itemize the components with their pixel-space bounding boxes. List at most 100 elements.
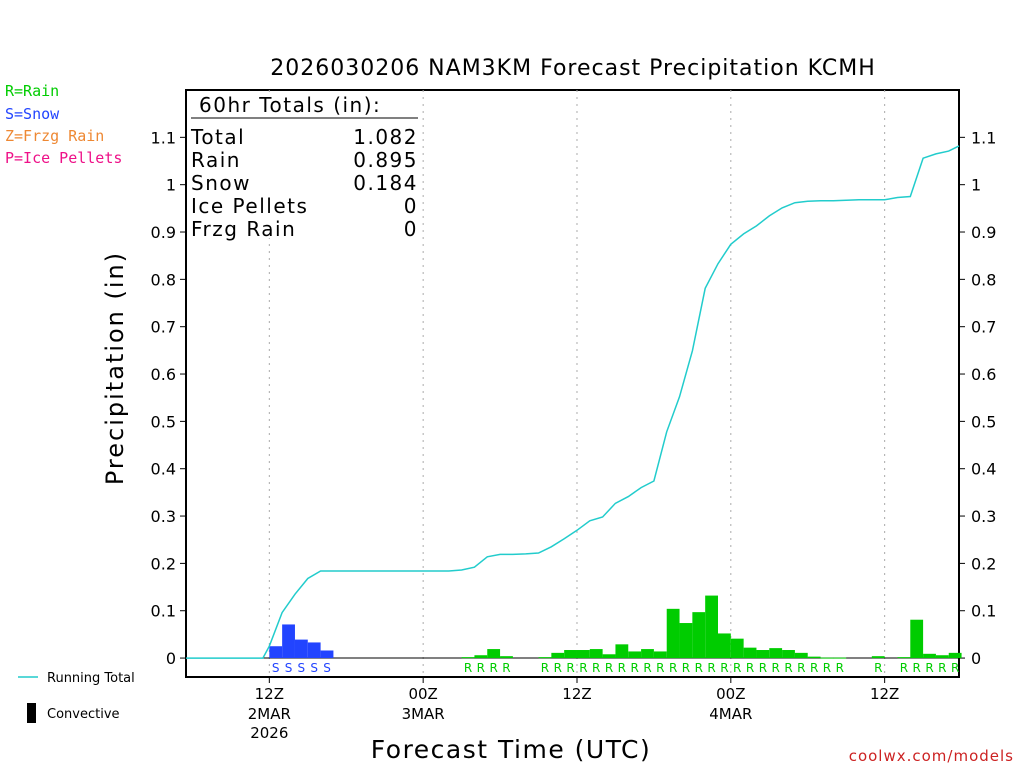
precip-bar [641, 649, 654, 659]
precip-type-letter: R [784, 661, 792, 675]
y-tick-label-right: 0.1 [971, 602, 996, 621]
precip-bar [743, 647, 757, 659]
precip-bar [269, 646, 283, 659]
convective-legend-label: Convective [47, 707, 120, 722]
y-tick-label-left: 0.1 [151, 602, 176, 621]
precip-bar [923, 653, 936, 659]
x-tick-date: 3MAR [402, 705, 445, 723]
y-tick-label-right: 0.3 [971, 507, 996, 526]
totals-row-label: Snow [191, 171, 251, 195]
y-tick-label-right: 1 [971, 176, 981, 195]
precip-bar [500, 656, 513, 659]
x-tick-year: 2026 [250, 724, 288, 742]
y-tick-label-left: 1 [166, 176, 176, 195]
legend-snow: S=Snow [5, 105, 60, 123]
precip-bar [730, 638, 744, 659]
y-tick-label-right: 0.5 [971, 412, 996, 431]
totals-row-value: 0.184 [353, 171, 418, 195]
legend-ice-pellets: P=Ice Pellets [5, 149, 122, 167]
precip-bar [589, 649, 603, 659]
totals-row-label: Rain [191, 148, 241, 172]
precip-bar [897, 657, 911, 659]
y-axis-ticks: 0 00.1 0.10.2 0.20.3 0.30.4 0.40.5 0.50.6 0.60.… [151, 128, 997, 668]
precip-bar [756, 650, 770, 659]
y-tick-label-left: 1.1 [151, 128, 176, 147]
y-tick-label-left: 0.4 [151, 460, 176, 479]
precip-bar [320, 650, 334, 659]
chart-title: 2026030206 NAM3KM Forecast Precipitation… [270, 56, 876, 81]
precip-bar [461, 657, 475, 659]
totals-row-label: Ice Pellets [191, 194, 308, 218]
precip-bar [794, 652, 808, 659]
precip-bar [487, 649, 501, 659]
precip-type-letter: R [669, 661, 677, 675]
precip-bar [564, 650, 577, 659]
y-tick-label-left: 0.5 [151, 412, 176, 431]
precip-type-letter: R [541, 661, 549, 675]
precip-bar [935, 655, 949, 659]
running-total-legend-label: Running Total [47, 671, 135, 686]
precip-type-letter: R [656, 661, 664, 675]
y-tick-label-left: 0.6 [151, 365, 176, 384]
y-tick-label-right: 1.1 [971, 128, 996, 147]
precip-type-letter: S [285, 661, 293, 675]
precip-bar [948, 652, 962, 659]
precip-bar [910, 619, 924, 659]
y-tick-label-right: 0.7 [971, 318, 996, 337]
running-total-line [186, 145, 960, 659]
y-tick-label-right: 0.4 [971, 460, 996, 479]
precip-type-letter: R [618, 661, 626, 675]
precip-bar [769, 648, 783, 659]
precip-bar [474, 655, 488, 659]
y-tick-label-left: 0.2 [151, 554, 176, 573]
legend-rain: R=Rain [5, 82, 59, 100]
convective-legend-swatch [27, 703, 36, 723]
x-axis-label: Forecast Time (UTC) [371, 735, 651, 764]
precip-bar [717, 633, 731, 659]
precip-type-letter: S [272, 661, 280, 675]
totals-row-value: 0.895 [353, 148, 418, 172]
precip-bar [871, 656, 885, 659]
x-tick-label: 00Z [408, 685, 437, 703]
precip-bar [551, 652, 565, 659]
x-tick-label: 00Z [716, 685, 745, 703]
precip-bar [294, 639, 308, 659]
totals-header: 60hr Totals (in): [199, 93, 381, 117]
precip-type-letter: R [951, 661, 959, 675]
plot-frame [185, 89, 960, 678]
precip-type-letter: R [631, 661, 639, 675]
y-tick-label-right: 0.9 [971, 223, 996, 242]
precip-bar [307, 642, 321, 659]
precip-type-letter: R [477, 661, 485, 675]
precip-type-letter: S [298, 661, 306, 675]
totals-row-value: 1.082 [353, 125, 418, 149]
precip-bar [666, 608, 680, 659]
precip-type-letter: R [643, 661, 651, 675]
precip-type-letter: R [772, 661, 780, 675]
precip-type-letter: R [502, 661, 510, 675]
precip-type-letter: R [900, 661, 908, 675]
precip-type-letter: R [605, 661, 613, 675]
precip-bar [833, 657, 847, 659]
precip-type-letter: R [707, 661, 715, 675]
precip-type-letter: R [464, 661, 472, 675]
precip-type-letter: R [913, 661, 921, 675]
precip-bar [602, 654, 616, 659]
precip-bar [820, 657, 834, 659]
precip-type-letter: R [720, 661, 728, 675]
y-tick-label-right: 0.8 [971, 270, 996, 289]
precip-type-letter: R [733, 661, 741, 675]
precip-bar [692, 612, 706, 659]
precip-type-letter: R [554, 661, 562, 675]
precip-bar [679, 623, 693, 659]
precip-bar [628, 651, 642, 659]
precip-type-letter: R [566, 661, 574, 675]
precip-type-letter: R [836, 661, 844, 675]
precip-bar [282, 624, 295, 659]
legend-frzg-rain: Z=Frzg Rain [5, 127, 104, 145]
y-tick-label-left: 0.3 [151, 507, 176, 526]
precip-bar [576, 650, 590, 659]
